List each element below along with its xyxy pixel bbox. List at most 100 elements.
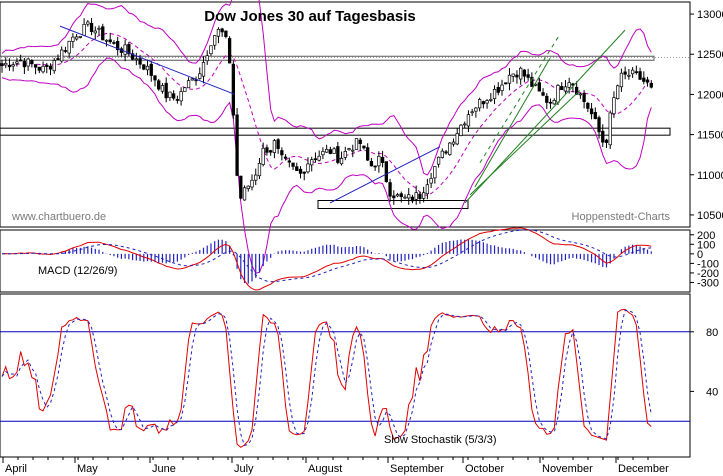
candlesticks [0, 17, 653, 205]
candle-body [168, 91, 172, 98]
candle-body [362, 145, 366, 149]
candle-body [41, 65, 45, 73]
candle-body [485, 100, 489, 104]
resistance-line [0, 55, 655, 61]
candle-body [86, 21, 90, 25]
candle-body [399, 193, 403, 198]
stochastic-lines [1, 308, 652, 448]
candle-body [623, 71, 627, 75]
candle-body [477, 99, 482, 109]
candle-body [436, 156, 441, 165]
x-tick-label: July [234, 463, 254, 475]
candle-body [213, 35, 217, 46]
candle-body [179, 91, 183, 102]
candle-body [440, 150, 444, 158]
support-zone [0, 127, 671, 136]
candle-body [317, 155, 321, 161]
price-tick-label: 10500 [697, 210, 723, 222]
candle-body [567, 82, 571, 88]
watermark-left: www.chartbuero.de [11, 211, 106, 223]
candle-body [541, 92, 545, 96]
candle-body [507, 74, 512, 84]
candle-body [332, 148, 336, 154]
x-tick-label: September [390, 463, 444, 475]
chart-title: Dow Jones 30 auf Tagesbasis [204, 8, 415, 25]
candle-body [425, 184, 430, 195]
candle-body [310, 159, 314, 166]
candle-body [4, 62, 8, 66]
candle-body [339, 158, 344, 165]
candle-body [638, 71, 642, 80]
x-tick-label: November [542, 463, 593, 475]
candle-body [366, 147, 370, 161]
candle-body [589, 108, 594, 115]
candle-body [380, 156, 385, 163]
candle-body [537, 82, 541, 92]
candle-body [201, 62, 206, 77]
candle-body [578, 93, 583, 96]
candle-body [171, 93, 176, 99]
candle-body [369, 160, 374, 167]
candle-body [257, 163, 262, 177]
candle-body [108, 39, 112, 43]
price-tick-label: 12000 [697, 89, 723, 101]
macd-tick-label: 0 [697, 249, 703, 261]
macd-tick-label: 200 [697, 230, 715, 242]
candle-body [93, 30, 97, 34]
macd-lines [1, 227, 652, 291]
candle-body [265, 147, 269, 153]
candle-body [15, 61, 19, 64]
candle-body [395, 194, 400, 197]
stoch-gridlines [0, 331, 690, 422]
candle-body [313, 158, 318, 161]
candle-body [205, 55, 209, 62]
macd-tick-label: -100 [697, 258, 719, 270]
candle-body [548, 101, 553, 104]
macd-label: MACD (12/26/9) [38, 265, 117, 277]
candle-body [198, 73, 202, 79]
candle-body [216, 29, 221, 37]
candle-body [250, 179, 254, 188]
candle-body [586, 102, 590, 109]
candle-body [272, 140, 277, 153]
x-axis: April May June July August September October No… [2, 457, 669, 475]
candle-body [574, 86, 579, 95]
candle-body [63, 50, 68, 52]
x-tick-label: August [308, 463, 342, 475]
support-box-low [317, 200, 469, 209]
bollinger-upper [1, 0, 652, 176]
candle-body [377, 155, 381, 167]
stoch-tick-label: 80 [706, 327, 718, 339]
candle-body [343, 151, 347, 158]
candle-body [511, 73, 515, 77]
trendlines [59, 25, 626, 204]
candle-body [451, 141, 456, 145]
candle-body [235, 114, 239, 176]
candle-body [280, 150, 284, 156]
candle-body [616, 85, 620, 99]
candle-body [22, 61, 27, 68]
candle-body [470, 111, 474, 114]
stoch-d-line [1, 309, 652, 447]
candle-body [388, 182, 392, 197]
macd-tick-label: -300 [697, 277, 719, 289]
candle-body [291, 162, 295, 167]
candle-body [593, 112, 597, 120]
candle-body [130, 53, 135, 60]
macd-histogram [5, 239, 652, 284]
price-panel-frame [0, 1, 691, 228]
stoch-panel-frame [0, 293, 691, 458]
macd-tick-label: -200 [697, 268, 719, 280]
candle-body [336, 146, 340, 163]
candle-body [306, 163, 310, 173]
candle-body [82, 23, 86, 36]
candle-body [283, 156, 288, 159]
x-tick-label: June [152, 463, 176, 475]
candle-body [209, 45, 213, 55]
candle-body [112, 42, 116, 44]
candle-body [645, 79, 650, 83]
candle-body [89, 22, 94, 32]
candle-body [496, 87, 500, 93]
